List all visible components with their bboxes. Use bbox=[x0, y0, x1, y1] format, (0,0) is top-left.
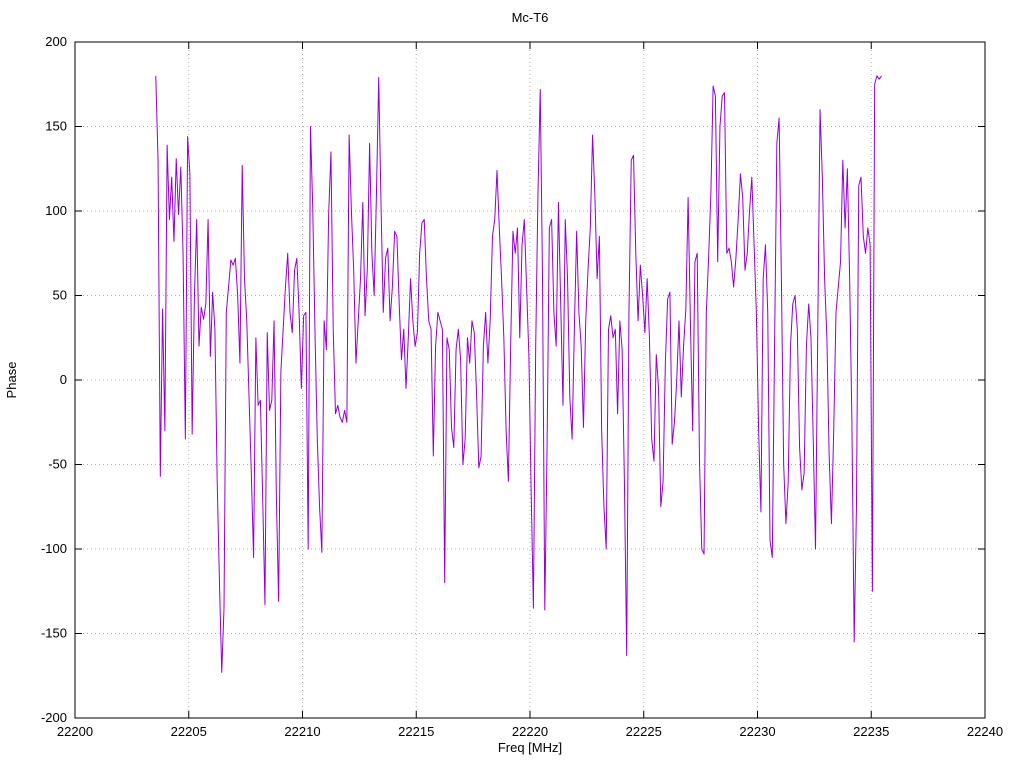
x-tick-label: 22210 bbox=[284, 724, 320, 739]
series-layer bbox=[155, 75, 882, 673]
x-tick-label: 22200 bbox=[57, 724, 93, 739]
x-tick-label: 22230 bbox=[739, 724, 775, 739]
y-tick-label: 150 bbox=[45, 119, 67, 134]
x-axis-label: Freq [MHz] bbox=[498, 740, 562, 755]
y-axis-label: Phase bbox=[4, 362, 19, 399]
y-tick-label: 50 bbox=[53, 288, 67, 303]
grid-layer bbox=[75, 42, 985, 718]
y-tick-label: -100 bbox=[41, 541, 67, 556]
y-tick-label: -150 bbox=[41, 626, 67, 641]
y-tick-label: -50 bbox=[48, 457, 67, 472]
x-tick-label: 22215 bbox=[398, 724, 434, 739]
axis-layer: 22200 22205 22210 22215 22220 22225 22230 22235… bbox=[41, 34, 1003, 739]
x-tick-label: 22205 bbox=[171, 724, 207, 739]
y-tick-label: 200 bbox=[45, 34, 67, 49]
y-tick-label: 0 bbox=[60, 372, 67, 387]
x-tick-label: 22220 bbox=[512, 724, 548, 739]
x-tick-label: 22235 bbox=[853, 724, 889, 739]
y-tick-label: -200 bbox=[41, 710, 67, 725]
x-tick-label: 22240 bbox=[967, 724, 1003, 739]
phase-series-line bbox=[155, 75, 882, 673]
chart-title: Mc-T6 bbox=[512, 10, 549, 25]
x-tick-label: 22225 bbox=[626, 724, 662, 739]
y-tick-label: 100 bbox=[45, 203, 67, 218]
plot-border bbox=[74, 41, 986, 719]
